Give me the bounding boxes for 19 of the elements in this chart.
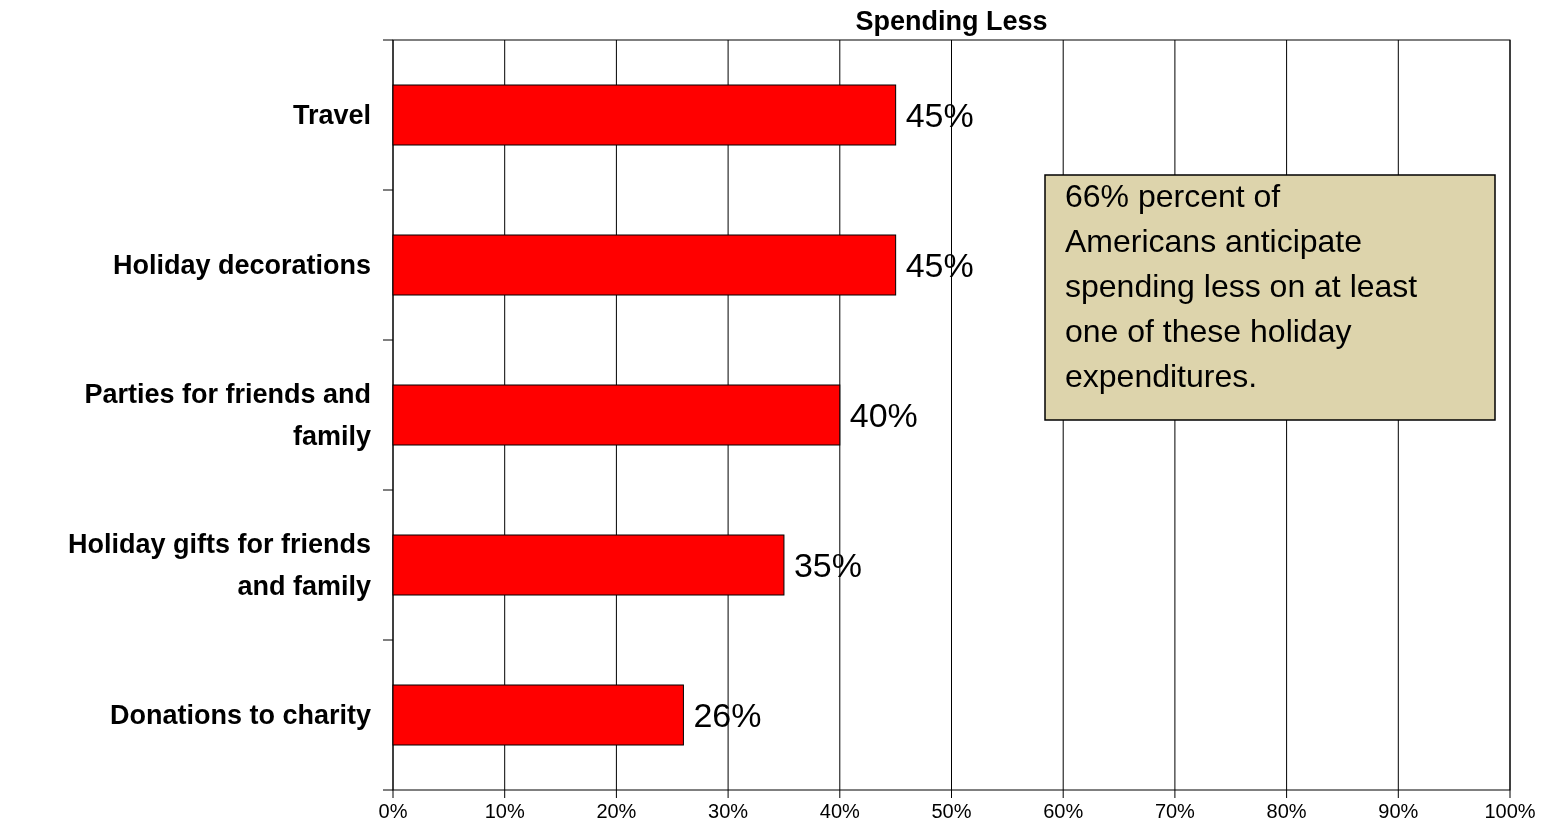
x-tick-label: 10%	[484, 800, 525, 822]
x-tick-label: 100%	[1484, 800, 1536, 822]
y-tick-label: Parties for friends and family	[84, 379, 371, 452]
y-tick-label: Travel	[292, 100, 371, 131]
y-tick-label: Donations to charity	[109, 700, 371, 731]
y-tick-label: Holiday gifts for friends and family	[67, 529, 371, 602]
y-tick-label: Holiday decorations	[112, 250, 371, 281]
annotation: 66% percent of Americans anticipate spending less on at least one of these holiday expenditures.	[1065, 178, 1418, 394]
x-tick-label: 60%	[1043, 800, 1084, 822]
x-tick-label: 70%	[1154, 800, 1196, 822]
x-tick-label: 30%	[708, 800, 749, 822]
x-tick-label: 80%	[1266, 800, 1307, 822]
x-tick-label: 40%	[819, 800, 861, 822]
data-label: 40%	[849, 395, 918, 434]
x-tick-label: 20%	[596, 800, 637, 822]
x-tick-label: 0%	[378, 800, 408, 822]
x-tick-label: 50%	[931, 800, 972, 822]
x-tick-label: 90%	[1378, 800, 1419, 822]
chart-title: Spending Less	[855, 6, 1048, 36]
